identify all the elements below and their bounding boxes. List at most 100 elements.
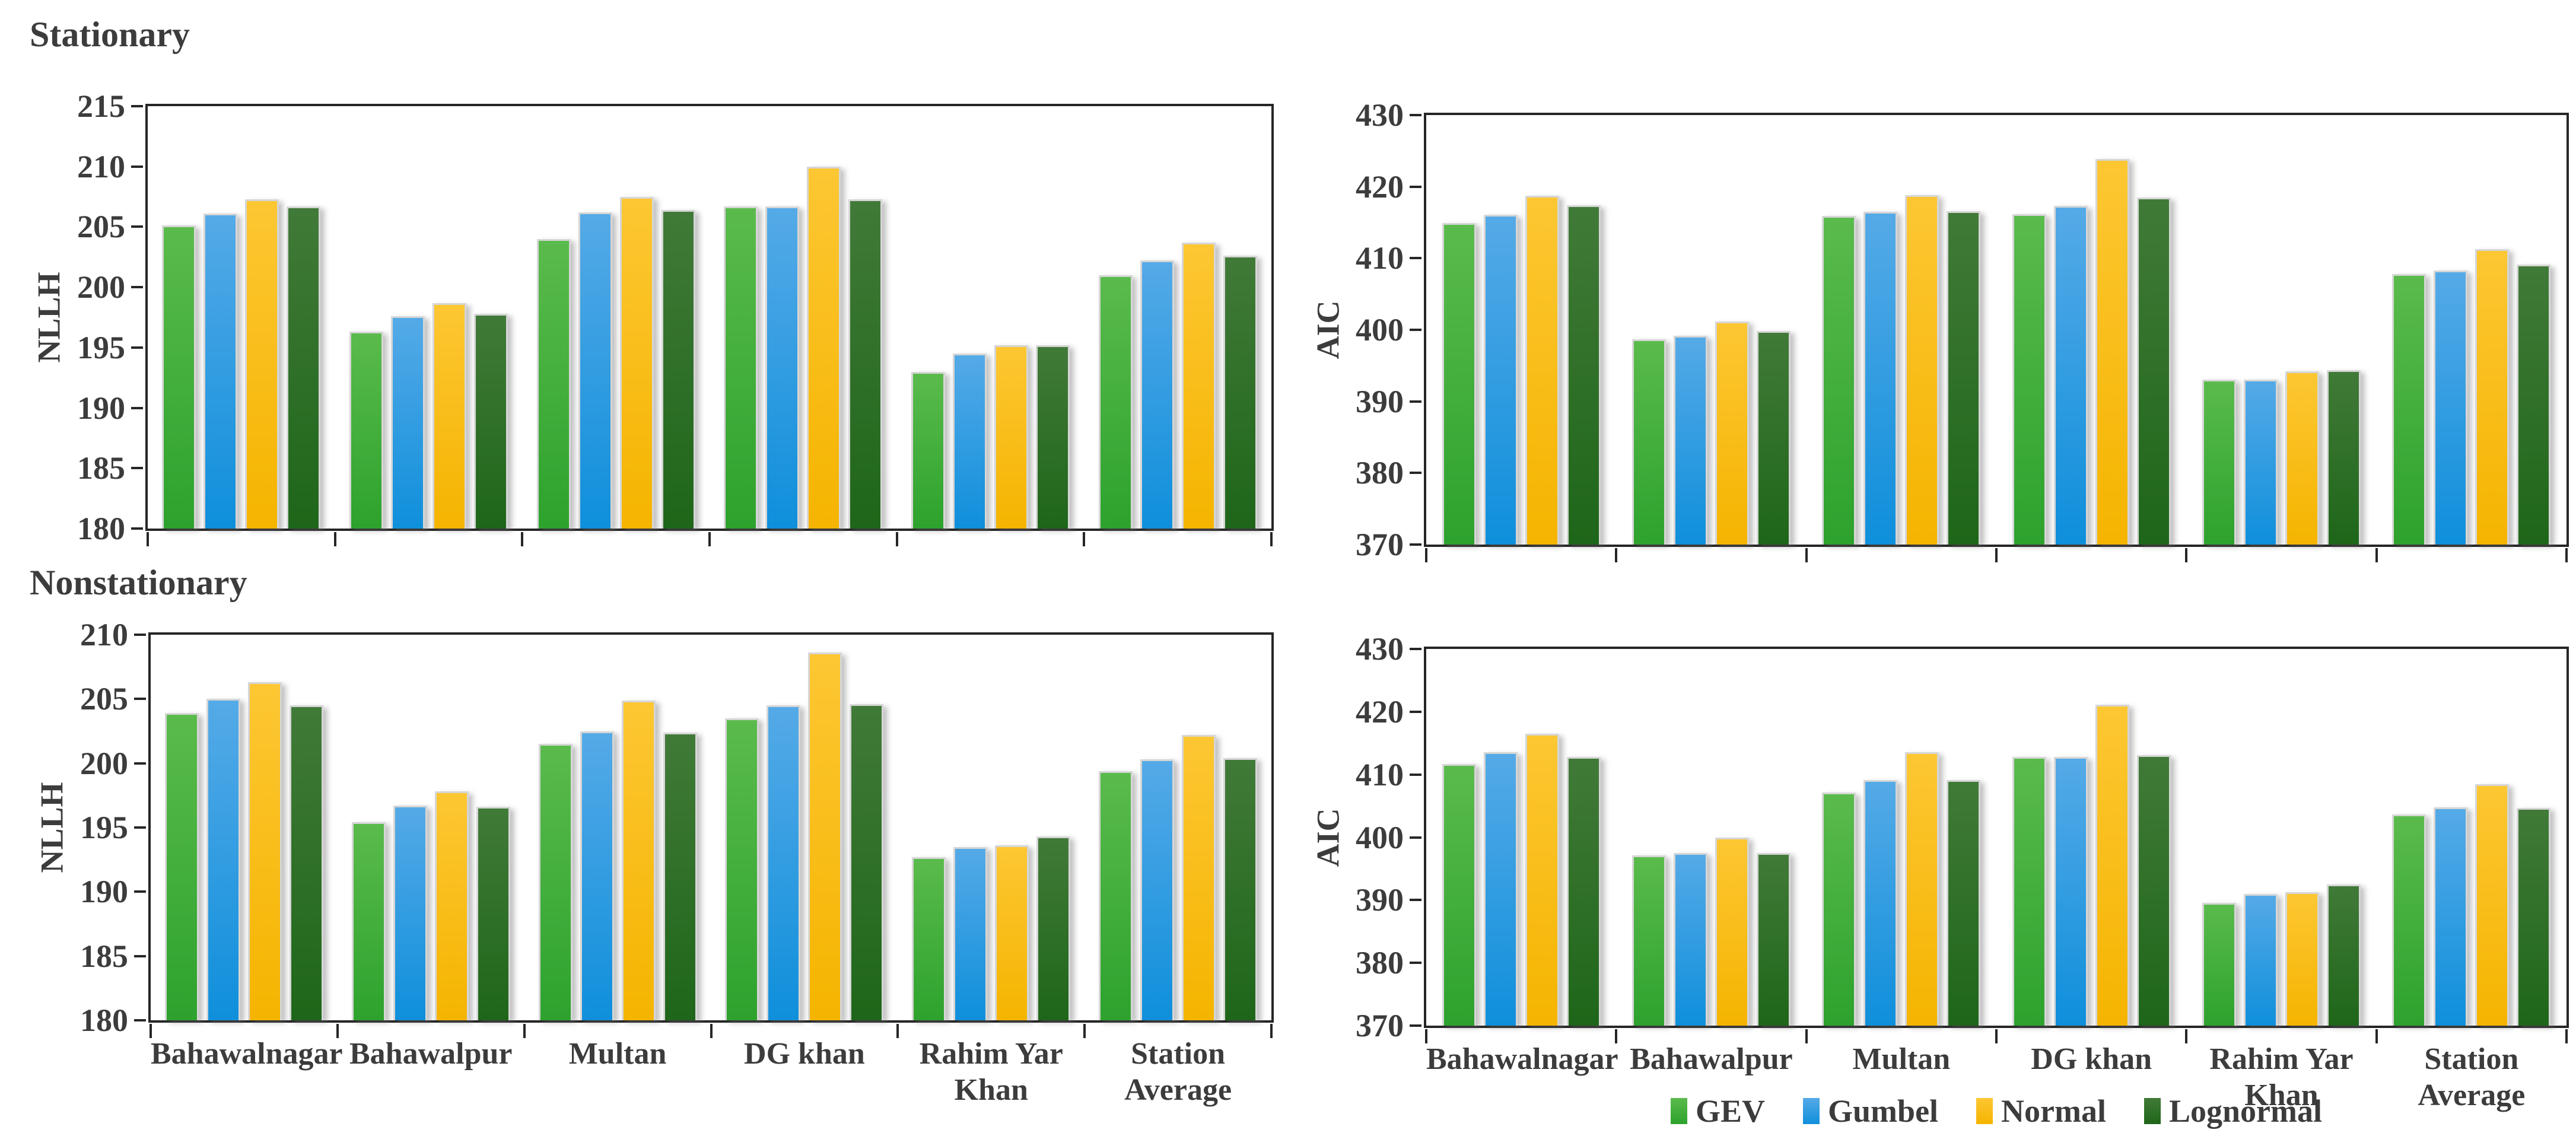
bar-gev-2 (538, 744, 573, 1020)
legend-item-lognormal: Lognormal (2144, 1093, 2322, 1129)
y-tick-label: 210 (80, 617, 128, 653)
chart-stationary-nllh: NLLH 215 210 205 200 195 190 185 180 (31, 88, 1274, 546)
y-tick-label: 180 (77, 511, 125, 546)
x-tick-mark (336, 1024, 339, 1038)
y-tick-label: 420 (1356, 693, 1404, 730)
y-tick-mark (134, 1019, 146, 1021)
y-tick-mark (1410, 836, 1421, 839)
x-tick-mark (1425, 548, 1427, 562)
bar-gev-5 (2392, 273, 2426, 545)
bar-gumbel-0 (1483, 214, 1518, 545)
bar-normal-4 (2285, 892, 2319, 1026)
x-tick-mark (333, 532, 336, 546)
y-tick-mark (134, 762, 146, 765)
x-tick-mark (1270, 532, 1273, 546)
bar-gev-0 (164, 713, 199, 1020)
y-tick-label: 205 (77, 209, 125, 245)
bar-normal-4 (2285, 371, 2319, 545)
x-tick-mark (2375, 548, 2378, 562)
bar-normal-2 (621, 700, 656, 1020)
bar-normal-0 (1525, 733, 1559, 1026)
y-tick-mark (1410, 1024, 1421, 1027)
bar-gumbel-5 (2434, 270, 2468, 545)
y-tick-mark (1410, 114, 1421, 116)
category-label: Multan (568, 1037, 667, 1071)
panel-title-nonstationary: Nonstationary (30, 563, 247, 602)
y-axis-label-text: AIC (1310, 807, 1346, 867)
bar-normal-3 (808, 653, 842, 1020)
y-tick-label: 195 (80, 810, 128, 845)
category-label: Bahawalpur (1630, 1042, 1793, 1076)
legend-marker-gumbel-icon (1803, 1098, 1820, 1124)
bar-normal-0 (247, 682, 282, 1020)
legend-marker-gev-icon (1670, 1098, 1687, 1124)
bar-gumbel-5 (1140, 759, 1175, 1020)
x-tick-mark (2185, 1029, 2188, 1043)
y-tick-label: 430 (1356, 97, 1404, 133)
y-tick-mark (131, 346, 143, 349)
y-tick-label: 410 (1356, 756, 1404, 793)
y-tick-label: 180 (80, 1002, 128, 1038)
x-tick-mark (1805, 1029, 1808, 1043)
bar-gev-0 (1442, 223, 1476, 545)
bar-gev-0 (162, 225, 196, 529)
y-tick-label: 190 (80, 874, 128, 910)
bar-normal-4 (995, 845, 1029, 1020)
y-tick-label: 410 (1356, 240, 1404, 276)
y-axis-label-text: NLLH (34, 782, 71, 873)
y-tick-label: 195 (77, 329, 125, 365)
x-tick-mark (896, 1024, 899, 1038)
y-tick-mark (131, 406, 143, 409)
y-tick-mark (1410, 185, 1421, 188)
y-axis-label-nonstationary-nllh: NLLH (34, 635, 70, 1020)
bar-gev-3 (2012, 757, 2046, 1026)
y-tick-label: 430 (1356, 631, 1404, 667)
bar-lognormal-0 (287, 206, 321, 529)
bar-lognormal-0 (289, 705, 323, 1020)
bar-lognormal-1 (1757, 331, 1791, 545)
x-tick-mark (710, 1024, 713, 1038)
legend-item-gumbel: Gumbel (1803, 1093, 1938, 1129)
bar-lognormal-3 (2136, 197, 2171, 545)
y-tick-mark (131, 467, 143, 470)
bar-lognormal-0 (1566, 757, 1601, 1026)
legend-marker-lognormal-icon (2144, 1098, 2161, 1124)
y-axis-label-nonstationary-aic: AIC (1310, 649, 1346, 1026)
bar-lognormal-4 (2327, 884, 2361, 1026)
x-tick-mark (1995, 1029, 1998, 1043)
bar-lognormal-2 (661, 209, 695, 529)
x-tick-mark (1995, 548, 1998, 562)
bar-gev-2 (1822, 793, 1856, 1026)
y-tick-mark (1410, 773, 1421, 776)
category-label: Rahim Yar Khan (2209, 1042, 2354, 1113)
y-tick-mark (1410, 400, 1421, 403)
y-tick-label: 420 (1356, 168, 1404, 205)
y-tick-mark (1410, 648, 1421, 650)
bar-lognormal-3 (850, 704, 884, 1020)
x-tick-mark (2565, 1029, 2568, 1043)
y-tick-label: 185 (80, 938, 128, 974)
bar-normal-3 (807, 166, 841, 529)
category-label: Station Average (1124, 1037, 1232, 1107)
bar-normal-1 (434, 791, 469, 1020)
x-tick-mark (1083, 1024, 1086, 1038)
y-tick-label: 190 (77, 390, 125, 426)
bar-normal-5 (2475, 249, 2510, 545)
y-tick-mark (131, 527, 143, 530)
bar-lognormal-3 (848, 199, 883, 529)
y-tick-mark (1410, 710, 1421, 713)
legend-label: Lognormal (2169, 1093, 2323, 1129)
bar-lognormal-3 (2136, 755, 2171, 1026)
bar-gev-1 (349, 332, 383, 529)
bar-lognormal-2 (1947, 780, 1981, 1026)
bar-gev-2 (1822, 216, 1856, 545)
bar-lognormal-1 (1757, 852, 1791, 1026)
bar-lognormal-0 (1566, 205, 1601, 545)
bar-normal-5 (2475, 784, 2510, 1026)
y-tick-mark (131, 225, 143, 228)
bar-gumbel-1 (1674, 852, 1707, 1026)
bar-gumbel-0 (203, 214, 238, 529)
bar-gev-0 (1442, 763, 1476, 1026)
bar-gumbel-3 (767, 705, 801, 1020)
bar-normal-2 (1905, 752, 1939, 1026)
